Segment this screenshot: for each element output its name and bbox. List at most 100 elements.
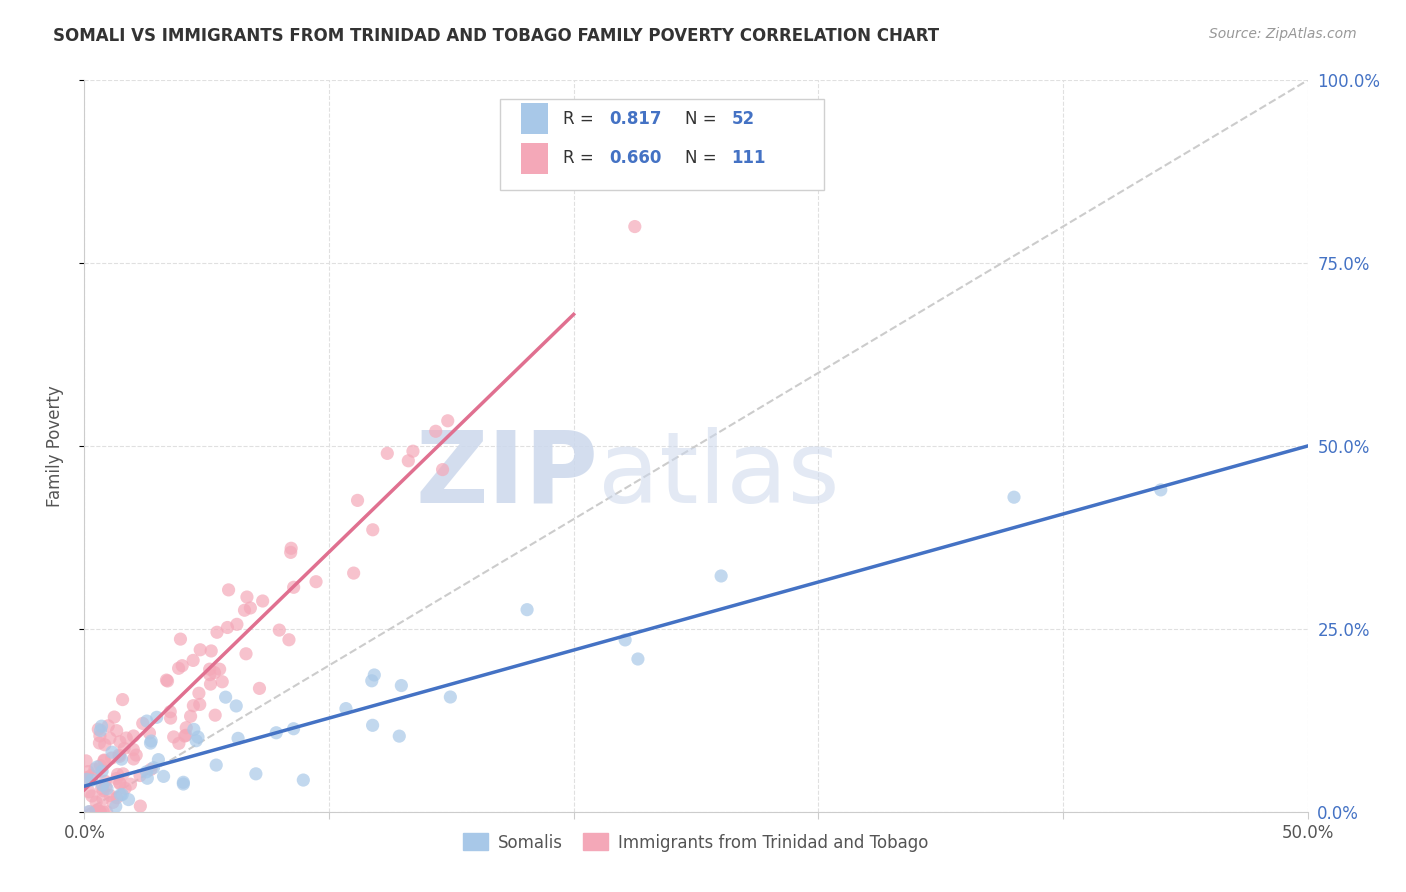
Point [86,803,108,817]
Point [76,771,98,785]
Point [90,719,112,733]
Point [91,792,114,806]
Point [225,698,247,713]
Point [108,748,131,763]
Point [101,745,124,759]
Point [278,632,301,647]
Point [129,799,152,814]
Point [233,603,256,617]
Point [77,764,100,779]
Text: atlas: atlas [598,426,839,524]
Point [335,701,357,715]
Point [114,781,136,796]
Point [98,789,121,803]
Point [135,714,157,728]
Point [167,661,190,675]
Point [187,730,209,744]
Point [91,805,114,819]
Point [167,736,190,750]
Point [96,781,118,796]
FancyBboxPatch shape [522,103,548,134]
Point [132,716,155,731]
Point [86,760,108,774]
Point [125,747,148,762]
Point [80,789,103,803]
Point [87,723,110,737]
Point [226,731,249,746]
FancyBboxPatch shape [501,99,824,190]
Point [252,594,274,608]
Point [117,792,139,806]
Point [142,761,165,775]
Point [112,741,135,756]
Point [360,673,382,688]
Point [89,729,111,743]
Point [624,219,647,234]
Point [361,523,384,537]
Point [343,566,366,580]
Point [516,602,538,616]
Point [183,723,205,737]
Text: R =: R = [562,110,599,128]
Point [186,733,208,747]
Point [439,690,461,704]
Point [105,790,128,805]
Point [283,722,305,736]
Point [105,723,128,738]
Text: 52: 52 [731,110,755,128]
Point [135,764,157,779]
Point [77,805,100,819]
Point [84,805,107,819]
Point [145,710,167,724]
Point [86,805,108,819]
Point [89,805,111,819]
Point [89,805,111,819]
Point [115,731,138,745]
Point [214,690,236,705]
Point [120,777,142,791]
Point [280,541,302,556]
Point [200,677,222,691]
Point [108,776,131,790]
Point [169,632,191,646]
Point [80,773,103,788]
Text: SOMALI VS IMMIGRANTS FROM TRINIDAD AND TOBAGO FAMILY POVERTY CORRELATION CHART: SOMALI VS IMMIGRANTS FROM TRINIDAD AND T… [53,27,939,45]
Point [346,493,368,508]
Point [181,653,204,667]
Point [75,754,97,768]
Text: 0.660: 0.660 [609,149,661,168]
Point [91,783,114,797]
Point [218,582,240,597]
Point [172,777,194,791]
Point [76,772,98,787]
Point [425,425,447,439]
Text: ZIP: ZIP [415,426,598,524]
Point [396,454,419,468]
Point [138,726,160,740]
Point [174,721,197,735]
Point [363,668,385,682]
Point [225,617,247,632]
Point [96,805,118,819]
Point [91,778,114,792]
Point [188,698,211,712]
Point [90,781,112,796]
Text: 111: 111 [731,149,766,168]
Point [141,734,163,748]
Point [77,785,100,799]
Point [104,799,127,814]
Point [148,753,170,767]
Point [89,758,111,772]
Point [710,569,733,583]
Point [111,692,134,706]
Point [204,708,226,723]
Point [122,752,145,766]
Y-axis label: Family Poverty: Family Poverty [45,385,63,507]
Point [173,729,195,743]
Point [249,681,271,696]
Point [375,446,398,460]
Point [152,769,174,783]
Point [98,731,121,746]
Point [94,774,117,789]
Point [1002,490,1025,504]
